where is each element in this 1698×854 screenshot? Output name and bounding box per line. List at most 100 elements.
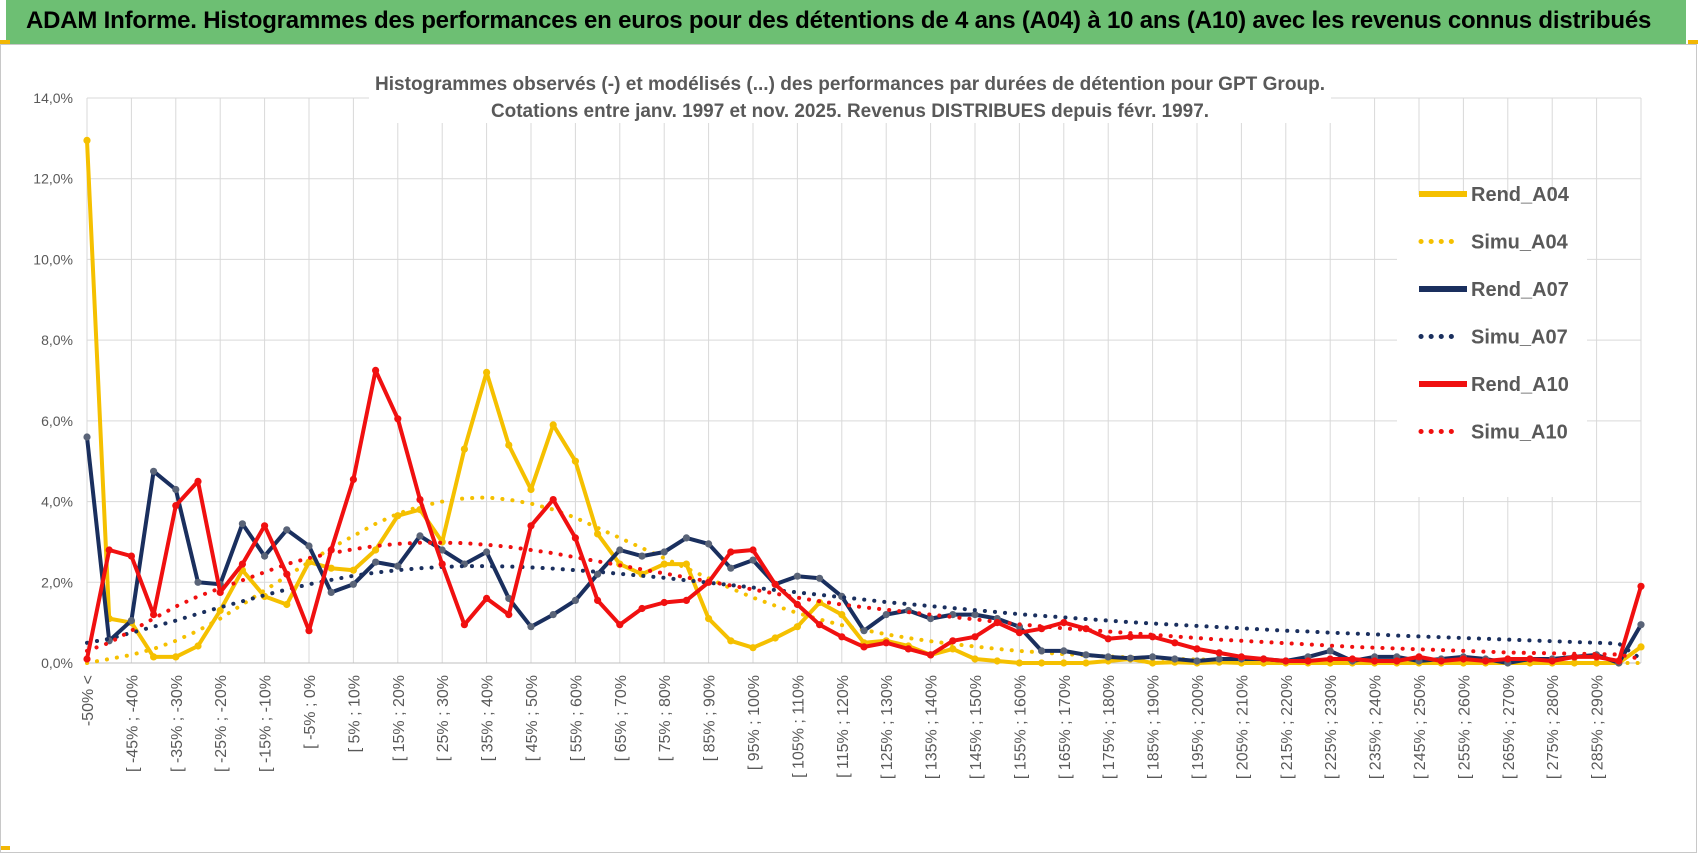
data-point-rend-a07 (594, 570, 602, 578)
corner-mark-right (1688, 40, 1698, 44)
legend-label-simu-a10: Simu_A10 (1471, 422, 1568, 444)
legend-box (1397, 195, 1587, 497)
x-tick-label: [ 125% ; 130% (879, 675, 896, 779)
data-point-rend-a07 (727, 564, 735, 572)
data-point-rend-a10 (1326, 655, 1334, 663)
data-point-rend-a10 (549, 496, 557, 504)
x-tick-label: [ 195% ; 200% (1190, 675, 1207, 779)
chart-title-line1: Histogrammes observés (-) et modélisés (… (375, 74, 1325, 95)
data-point-rend-a10 (1482, 657, 1490, 665)
x-tick-label: [ 85% ; 90% (702, 675, 719, 761)
x-tick-label: [ 155% ; 160% (1012, 675, 1029, 779)
corner-mark-bottom-left (0, 846, 10, 850)
data-point-rend-a07 (83, 433, 91, 441)
x-tick-label: [ 75% ; 80% (657, 675, 674, 761)
data-point-rend-a04 (993, 657, 1001, 665)
data-point-rend-a10 (1237, 653, 1245, 661)
x-tick-label: [ 115% ; 120% (835, 675, 852, 778)
data-point-rend-a10 (172, 502, 180, 510)
data-point-rend-a07 (394, 562, 402, 570)
data-point-rend-a10 (483, 594, 491, 603)
data-point-rend-a04 (682, 560, 691, 568)
data-point-rend-a07 (549, 611, 557, 619)
data-point-rend-a07 (1038, 647, 1046, 655)
data-point-rend-a07 (349, 580, 357, 588)
data-point-rend-a04 (594, 530, 602, 538)
data-point-rend-a07 (1171, 655, 1179, 663)
data-point-rend-a07 (793, 572, 802, 580)
data-point-rend-a10 (105, 546, 113, 554)
y-tick-label: 8,0% (41, 332, 73, 348)
data-point-rend-a10 (1504, 655, 1512, 663)
data-point-rend-a04 (1038, 659, 1046, 667)
legend-label-rend-a07: Rend_A07 (1471, 279, 1569, 301)
data-point-rend-a04 (83, 136, 91, 144)
x-tick-label: -50% < (80, 675, 97, 726)
x-tick-label: [ -15% ; -10% (258, 675, 275, 772)
x-tick-label: [ 95% ; 100% (746, 675, 763, 770)
data-point-rend-a07 (150, 467, 158, 475)
x-tick-label: [ -45% ; -40% (124, 675, 141, 772)
data-point-rend-a10 (1282, 657, 1290, 665)
y-tick-label: 12,0% (33, 171, 73, 187)
x-tick-label: [ 205% ; 210% (1234, 675, 1251, 779)
data-point-rend-a10 (1193, 645, 1201, 653)
data-point-rend-a10 (1126, 633, 1134, 641)
data-point-rend-a07 (483, 548, 491, 556)
data-point-rend-a10 (1371, 657, 1379, 665)
data-point-rend-a07 (816, 574, 824, 582)
x-tick-label: [ 225% ; 230% (1323, 675, 1340, 779)
data-point-rend-a07 (172, 485, 180, 494)
data-point-rend-a07 (261, 552, 269, 560)
data-point-rend-a10 (1393, 657, 1401, 665)
x-tick-label: [ 105% ; 110% (790, 675, 807, 778)
data-point-rend-a04 (394, 512, 402, 520)
data-point-rend-a04 (505, 441, 513, 449)
data-point-rend-a10 (1526, 655, 1534, 663)
data-point-rend-a07 (971, 611, 979, 619)
report-header: ADAM Informe. Histogrammes des performan… (6, 0, 1686, 44)
x-tick-label: [ 35% ; 40% (480, 675, 497, 761)
data-point-rend-a07 (438, 546, 446, 554)
x-tick-label: [ 15% ; 20% (391, 675, 408, 761)
data-point-rend-a10 (682, 596, 691, 605)
x-tick-label: [ 185% ; 190% (1146, 675, 1163, 779)
data-point-rend-a07 (1193, 657, 1201, 665)
x-tick-label: [ 65% ; 70% (613, 675, 630, 761)
x-tick-label: [ -35% ; -30% (169, 675, 186, 772)
y-tick-label: 14,0% (33, 90, 73, 106)
data-point-rend-a10 (1082, 625, 1090, 633)
legend-label-simu-a04: Simu_A04 (1471, 232, 1569, 254)
data-point-rend-a04 (283, 600, 291, 609)
data-point-rend-a07 (1126, 654, 1134, 662)
data-point-rend-a04 (483, 368, 491, 376)
data-point-rend-a07 (705, 540, 713, 548)
data-point-rend-a07 (749, 556, 757, 564)
data-point-rend-a07 (1082, 651, 1090, 659)
data-point-rend-a04 (1015, 659, 1024, 667)
x-tick-label: [ 45% ; 50% (524, 675, 541, 761)
data-point-rend-a04 (527, 485, 535, 494)
data-point-rend-a10 (1637, 582, 1645, 590)
x-tick-label: [ 25% ; 30% (435, 675, 452, 761)
data-point-rend-a04 (1082, 659, 1090, 667)
data-point-rend-a10 (194, 477, 202, 485)
y-tick-label: 2,0% (41, 574, 73, 590)
data-point-rend-a10 (438, 560, 446, 568)
data-point-rend-a04 (194, 642, 202, 650)
data-point-rend-a07 (1215, 655, 1223, 663)
data-point-rend-a10 (372, 366, 380, 374)
data-point-rend-a10 (660, 598, 668, 607)
data-point-rend-a10 (305, 627, 313, 635)
data-point-rend-a07 (127, 617, 135, 625)
data-point-rend-a10 (638, 604, 646, 613)
x-tick-label: [ 175% ; 180% (1101, 675, 1118, 779)
data-point-rend-a04 (660, 560, 668, 568)
data-point-rend-a07 (1149, 653, 1157, 661)
data-point-rend-a10 (816, 621, 824, 629)
data-point-rend-a04 (749, 644, 757, 652)
data-point-rend-a04 (349, 566, 357, 574)
data-point-rend-a04 (705, 615, 713, 623)
data-point-rend-a04 (838, 611, 846, 619)
data-point-rend-a04 (1060, 659, 1068, 667)
